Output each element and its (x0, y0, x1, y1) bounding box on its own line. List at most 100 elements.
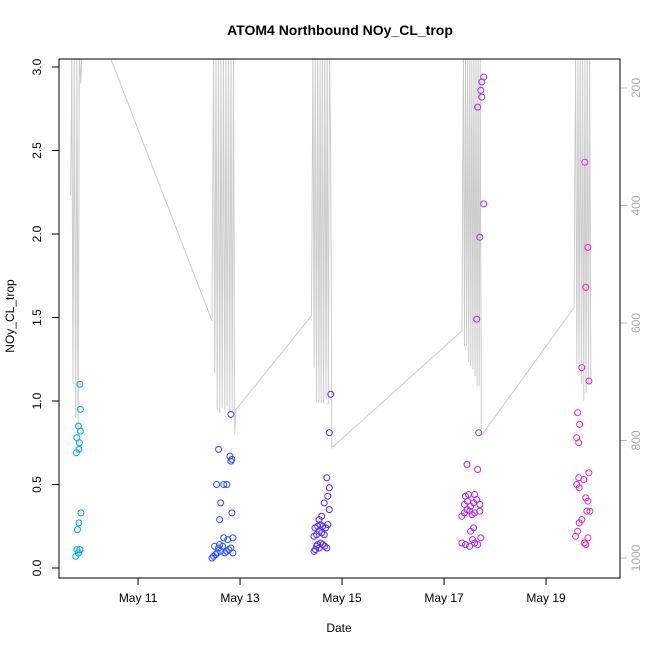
data-point (324, 492, 332, 500)
data-point (229, 534, 237, 542)
x-tick-label: May 19 (526, 591, 566, 605)
data-point (77, 509, 85, 517)
data-point (474, 466, 482, 473)
data-point (229, 549, 237, 557)
y-tick-label: 2.0 (30, 225, 44, 242)
data-point (225, 546, 233, 554)
chart-title: ATOM4 Northbound NOy_CL_trop (227, 22, 453, 38)
data-point (477, 534, 485, 542)
data-point (325, 506, 333, 514)
data-point (476, 233, 484, 241)
data-point (75, 445, 83, 453)
data-point (582, 541, 590, 549)
data-point (578, 364, 586, 372)
data-point (578, 516, 586, 524)
data-point (228, 509, 236, 517)
data-point (208, 554, 216, 562)
y-axis-label: NOy_CL_trop (3, 279, 17, 353)
data-point (221, 549, 229, 557)
data-point (76, 405, 84, 413)
data-point (476, 501, 484, 508)
data-point (76, 546, 84, 554)
data-point (574, 527, 582, 535)
y-tick-label: 0.5 (30, 476, 44, 493)
x-axis: May 11 May 13 May 15 May 17 May 19 (119, 578, 566, 605)
data-point (324, 521, 332, 529)
data-point (327, 390, 335, 398)
right-tick-label: 400 (629, 195, 643, 215)
data-point (216, 516, 224, 524)
data-point (576, 420, 584, 428)
x-tick-label: May 17 (424, 591, 464, 605)
data-point (477, 86, 485, 94)
x-tick-label: May 13 (220, 591, 260, 605)
data-point (473, 315, 481, 323)
data-point (476, 507, 484, 515)
x-tick-label: May 11 (119, 591, 158, 605)
right-tick-label: 600 (629, 313, 643, 333)
data-point (223, 481, 231, 488)
data-point (321, 542, 329, 550)
data-point (471, 491, 479, 498)
data-point (217, 499, 225, 507)
data-point (323, 544, 331, 552)
data-point (318, 512, 326, 520)
data-point (227, 410, 235, 418)
right-tick-label: 200 (629, 78, 643, 98)
data-point (76, 380, 84, 388)
data-point (227, 457, 235, 465)
data-point (585, 469, 593, 477)
data-point (74, 549, 82, 557)
data-point (73, 546, 81, 554)
data-point (74, 422, 82, 430)
y-tick-label: 2.5 (30, 142, 44, 159)
data-point (75, 519, 83, 527)
data-point (583, 507, 591, 515)
data-point (584, 534, 592, 542)
data-point (466, 542, 474, 550)
data-point (573, 481, 581, 488)
data-point (215, 445, 223, 453)
data-point (325, 484, 333, 492)
data-point (320, 499, 328, 507)
y-tick-label: 0.0 (30, 559, 44, 576)
data-point (580, 476, 588, 483)
data-point (584, 243, 592, 251)
data-point (220, 481, 228, 488)
plot-frame (58, 58, 621, 579)
data-point (480, 200, 488, 208)
data-point (573, 434, 581, 442)
data-point (212, 551, 220, 559)
data-point (580, 539, 588, 547)
data-point (581, 158, 589, 166)
y-tick-label: 1.5 (30, 309, 44, 326)
y-axis: 0.0 0.5 1.0 1.5 2.0 2.5 3.0 (30, 58, 59, 576)
data-point (325, 429, 333, 437)
data-point (474, 541, 482, 549)
data-point (228, 455, 236, 463)
data-point (319, 541, 327, 549)
y-tick-label: 1.0 (30, 392, 44, 409)
data-point (480, 73, 488, 81)
x-tick-label: May 15 (322, 591, 362, 605)
data-point (216, 541, 224, 549)
data-points-layer (72, 73, 594, 562)
data-point (323, 474, 331, 482)
data-point (470, 524, 478, 532)
data-point (320, 531, 328, 539)
data-point (458, 539, 466, 547)
data-point (584, 497, 592, 505)
y-tick-label: 3.0 (30, 58, 44, 75)
data-point (582, 283, 590, 291)
data-point (220, 534, 228, 542)
data-point (574, 409, 582, 417)
data-point (75, 439, 83, 447)
data-point (213, 481, 221, 488)
x-axis-label: Date (326, 621, 352, 635)
data-point (462, 541, 469, 549)
data-point (475, 429, 483, 437)
right-tick-label: 800 (629, 430, 643, 450)
right-axis: 200 400 600 800 1000 (620, 78, 643, 571)
data-point (586, 507, 594, 515)
